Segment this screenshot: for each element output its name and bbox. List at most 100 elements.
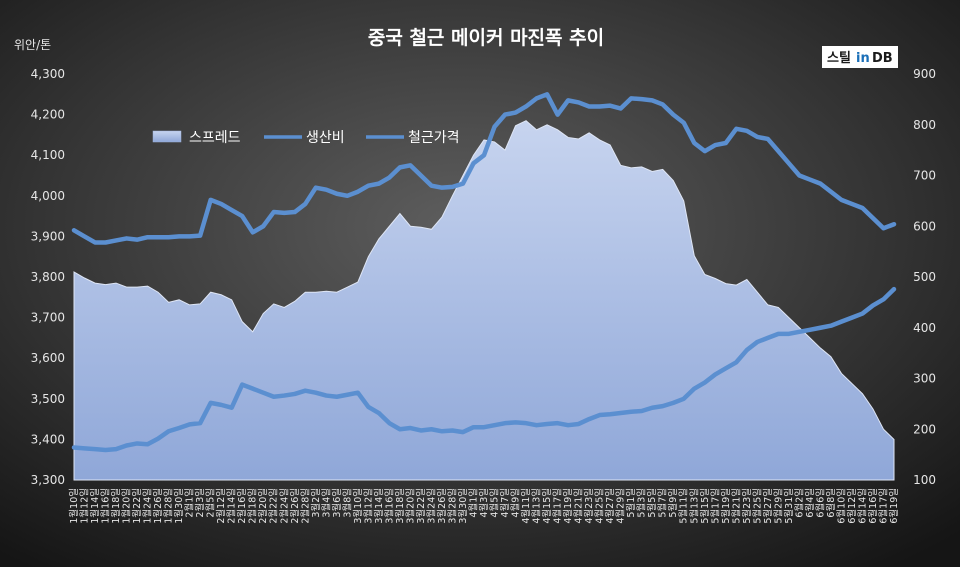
- x-tick-label: 4월7일: [499, 488, 511, 518]
- x-tick-label: 1월14일: [89, 488, 101, 524]
- legend-label-spread: 스프레드: [189, 130, 241, 146]
- brand-logo: 스틸 in DB: [822, 46, 898, 68]
- right-tick-label: 100: [913, 473, 936, 487]
- x-tick-label: 3월16일: [383, 488, 395, 524]
- right-tick-label: 300: [913, 372, 936, 386]
- left-axis-unit: 위안/톤: [14, 38, 51, 52]
- x-tick-label: 3월18일: [394, 488, 406, 524]
- left-tick-label: 3,600: [31, 351, 65, 365]
- x-tick-label: 5월25일: [751, 488, 763, 524]
- x-tick-label: 5월23일: [741, 488, 753, 524]
- left-tick-label: 4,100: [31, 148, 65, 162]
- x-tick-label: 5월7일: [657, 488, 669, 518]
- x-tick-label: 2월22일: [268, 488, 280, 524]
- x-tick-label: 4월19일: [562, 488, 574, 524]
- x-tick-label: 5월5일: [646, 488, 658, 518]
- x-tick-label: 6월2일: [793, 488, 805, 518]
- x-tick-label: 6월14일: [856, 488, 868, 524]
- x-tick-label: 1월12일: [79, 488, 91, 524]
- right-tick-label: 900: [913, 67, 936, 81]
- x-tick-label: 5월13일: [688, 488, 700, 524]
- left-tick-label: 4,000: [31, 189, 65, 203]
- right-tick-label: 400: [913, 321, 936, 335]
- x-tick-label: 5월15일: [699, 488, 711, 524]
- x-tick-label: 2월14일: [226, 488, 238, 524]
- x-tick-label: 6월17일: [877, 488, 889, 524]
- x-tick-label: 4월3일: [478, 488, 490, 518]
- x-tick-label: 3월20일: [404, 488, 416, 524]
- x-tick-label: 6월8일: [825, 488, 837, 518]
- x-tick-label: 3월26일: [436, 488, 448, 524]
- x-tick-label: 3월22일: [415, 488, 427, 524]
- x-tick-label: 1월26일: [152, 488, 164, 524]
- legend-item-cost: 생산비: [264, 130, 345, 146]
- legend-label-cost: 생산비: [306, 130, 345, 146]
- x-tick-label: 4월29일: [615, 488, 627, 524]
- right-tick-label: 700: [913, 169, 936, 183]
- x-axis-ticks: 1월10일 1월12일 1월14일 1월16일 1월18일 1월20일 1월22일 1월24일…: [68, 488, 900, 524]
- x-tick-label: 1월18일: [110, 488, 122, 524]
- x-tick-label: 4월17일: [552, 488, 564, 524]
- x-tick-label: 1월24일: [142, 488, 154, 524]
- chart-title: 중국 철근 메이커 마진폭 추이: [368, 27, 604, 49]
- legend-swatch-spread: [152, 130, 182, 143]
- x-tick-label: 2월20일: [257, 488, 269, 524]
- x-tick-label: 3월8일: [341, 488, 353, 518]
- brand-text-c: DB: [872, 51, 893, 66]
- x-tick-label: 2월3일: [194, 488, 206, 518]
- x-tick-label: 4월11일: [520, 488, 532, 524]
- x-tick-label: 3월24일: [425, 488, 437, 524]
- x-tick-label: 3월12일: [362, 488, 374, 524]
- x-tick-label: 3월10일: [352, 488, 364, 524]
- left-tick-label: 4,200: [31, 108, 65, 122]
- x-tick-label: 2월5일: [205, 488, 217, 518]
- x-tick-label: 5월29일: [772, 488, 784, 524]
- x-tick-label: 4월13일: [531, 488, 543, 524]
- x-tick-label: 4월5일: [489, 488, 501, 518]
- legend-label-price: 철근가격: [408, 130, 460, 146]
- x-tick-label: 4월1일: [467, 488, 479, 518]
- brand-text-a: 스틸: [827, 51, 851, 66]
- x-tick-label: 2월28일: [299, 488, 311, 524]
- x-tick-label: 2월26일: [289, 488, 301, 524]
- left-tick-label: 3,300: [31, 473, 65, 487]
- x-tick-label: 6월6일: [814, 488, 826, 518]
- left-tick-label: 3,700: [31, 311, 65, 325]
- left-tick-label: 4,300: [31, 67, 65, 81]
- x-tick-label: 3월28일: [446, 488, 458, 524]
- x-tick-label: 5월9일: [667, 488, 679, 518]
- legend: 스프레드 생산비 철근가격: [152, 130, 460, 146]
- x-tick-label: 1월20일: [121, 488, 133, 524]
- x-tick-label: 4월27일: [604, 488, 616, 524]
- x-tick-label: 6월12일: [846, 488, 858, 524]
- x-tick-label: 6월19일: [888, 488, 900, 524]
- x-tick-label: 3월30일: [457, 488, 469, 524]
- x-tick-label: 1월30일: [173, 488, 185, 524]
- x-tick-label: 5월3일: [636, 488, 648, 518]
- legend-item-spread: 스프레드: [152, 130, 241, 146]
- right-tick-label: 800: [913, 118, 936, 132]
- x-tick-label: 5월31일: [783, 488, 795, 524]
- x-tick-label: 3월4일: [320, 488, 332, 518]
- x-tick-label: 2월24일: [278, 488, 290, 524]
- series-price-line: [71, 92, 897, 245]
- right-tick-label: 500: [913, 270, 936, 284]
- x-tick-label: 3월14일: [373, 488, 385, 524]
- x-tick-label: 2월18일: [247, 488, 259, 524]
- x-tick-label: 1월22일: [131, 488, 143, 524]
- x-tick-label: 2월1일: [184, 488, 196, 518]
- left-tick-label: 3,900: [31, 229, 65, 243]
- x-tick-label: 5월19일: [720, 488, 732, 524]
- x-tick-label: 4월21일: [573, 488, 585, 524]
- series-cost-line: [71, 286, 897, 453]
- x-tick-label: 6월4일: [804, 488, 816, 518]
- x-tick-label: 4월23일: [583, 488, 595, 524]
- left-tick-label: 3,800: [31, 270, 65, 284]
- x-tick-label: 1월16일: [100, 488, 112, 524]
- legend-item-price: 철근가격: [366, 130, 460, 146]
- left-tick-label: 3,400: [31, 432, 65, 446]
- x-tick-label: 5월11일: [678, 488, 690, 524]
- left-axis-ticks: 3,300 3,400 3,500 3,600 3,700 3,800 3,900 4,000…: [31, 67, 65, 487]
